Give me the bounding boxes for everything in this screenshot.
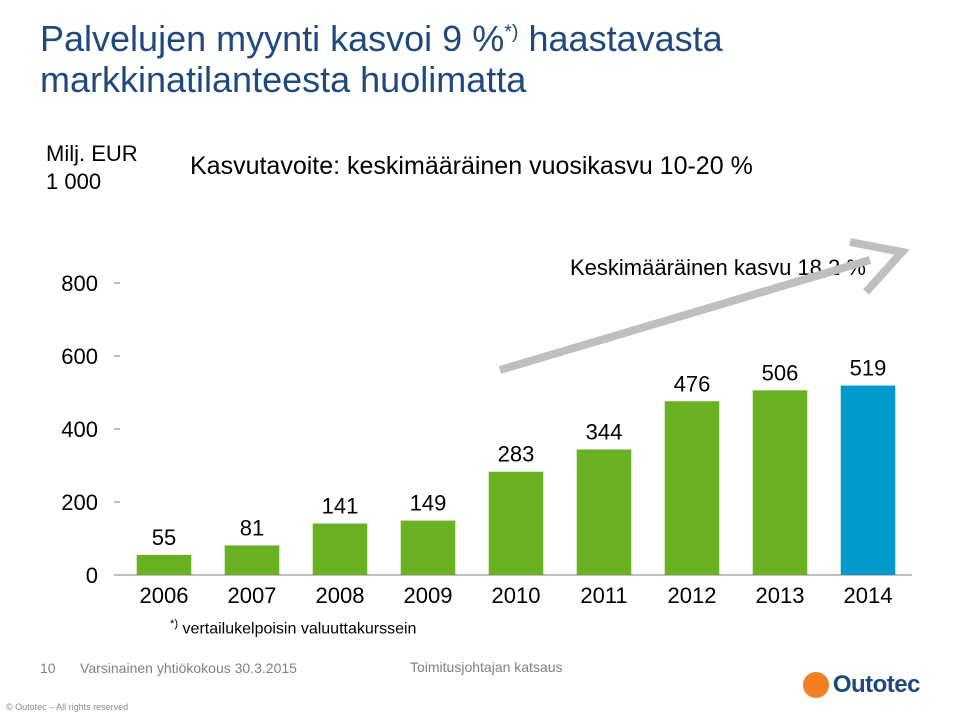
bar-value-label: 141 bbox=[322, 494, 359, 519]
bar-value-label: 283 bbox=[498, 442, 535, 467]
footer-center-text: Toimitusjohtajan katsaus bbox=[410, 659, 563, 675]
footer-left-text: Varsinainen yhtiökokous 30.3.2015 bbox=[80, 660, 297, 676]
chart: 0 200 400 600 800 55 2006 81 2007 141 2008 149 2009 2… bbox=[0, 0, 960, 715]
footer-page-number: 10 bbox=[40, 660, 56, 676]
bar bbox=[841, 386, 896, 575]
x-tick-label: 2007 bbox=[228, 583, 277, 608]
x-tick-label: 2011 bbox=[580, 583, 627, 608]
y-tick-label: 200 bbox=[61, 490, 98, 515]
bar-value-label: 506 bbox=[762, 360, 799, 385]
bar bbox=[577, 449, 632, 575]
slide: Palvelujen myynti kasvoi 9 %*) haastavas… bbox=[0, 0, 960, 715]
bar bbox=[665, 401, 720, 575]
footnote: *) vertailukelpoisin valuuttakurssein bbox=[170, 618, 416, 638]
logo: Outotec bbox=[803, 671, 920, 699]
x-tick-label: 2013 bbox=[756, 583, 805, 608]
x-tick-label: 2006 bbox=[140, 583, 189, 608]
y-tick-label: 0 bbox=[86, 563, 98, 588]
bar-value-label: 149 bbox=[410, 491, 447, 516]
bar-value-label: 81 bbox=[240, 515, 264, 540]
footnote-text: vertailukelpoisin valuuttakurssein bbox=[178, 620, 416, 637]
bar bbox=[489, 472, 544, 575]
bar-value-label: 55 bbox=[152, 525, 176, 550]
bar bbox=[225, 545, 280, 575]
x-tick-label: 2012 bbox=[668, 583, 717, 608]
bar bbox=[313, 524, 368, 575]
footer: 10 Varsinainen yhtiökokous 30.3.2015 Toi… bbox=[40, 659, 920, 699]
bar bbox=[137, 555, 192, 575]
footnote-sup: *) bbox=[170, 618, 178, 630]
bar bbox=[401, 521, 456, 575]
y-tick-label: 800 bbox=[61, 271, 98, 296]
x-tick-label: 2010 bbox=[492, 583, 541, 608]
bar-value-label: 344 bbox=[586, 419, 623, 444]
bar bbox=[753, 390, 808, 575]
x-tick-label: 2009 bbox=[404, 583, 453, 608]
x-tick-label: 2008 bbox=[316, 583, 365, 608]
copyright: © Outotec – All rights reserved bbox=[6, 702, 128, 712]
trend-arrow-shaft bbox=[500, 260, 870, 370]
y-tick-label: 600 bbox=[61, 344, 98, 369]
logo-ball-icon bbox=[803, 672, 829, 698]
bar-value-label: 519 bbox=[850, 356, 887, 381]
y-tick-label: 400 bbox=[61, 417, 98, 442]
logo-text: Outotec bbox=[833, 671, 920, 699]
bar-value-label: 476 bbox=[674, 371, 711, 396]
x-tick-label: 2014 bbox=[844, 583, 893, 608]
